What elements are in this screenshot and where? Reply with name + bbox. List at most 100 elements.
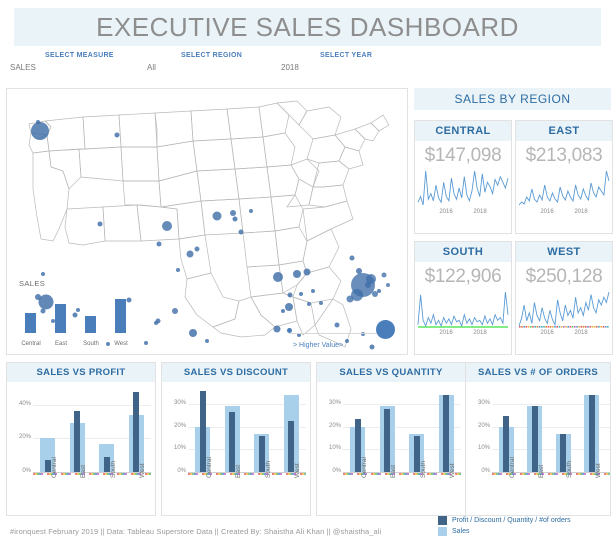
mini-bar-label-south: South (77, 341, 105, 347)
mini-bar-label-central: Central (17, 341, 45, 347)
y-axis-tick: 0% (9, 468, 31, 474)
y-axis-tick: 30% (468, 400, 490, 406)
x-axis-label: Central (361, 457, 368, 478)
page-title: EXECUTIVE SALES DASHBOARD (96, 12, 519, 43)
bar-secondary[interactable] (259, 436, 265, 472)
kpi-year-start-south: 2016 (439, 330, 452, 336)
y-axis-tick: 20% (319, 423, 341, 429)
sales-by-region-title-text: SALES BY REGION (455, 92, 571, 106)
size-legend-large-dot (376, 320, 395, 339)
filter-label-region: SELECT REGION (181, 52, 242, 59)
bar-secondary[interactable] (414, 436, 420, 472)
kpi-year-end-south: 2018 (473, 330, 486, 336)
bar-secondary[interactable] (74, 411, 80, 472)
chart-sales-vs-orders[interactable]: SALES VS # OF ORDERS 0% 10% 20% 30% Central E… (465, 362, 611, 516)
chart-sales-vs-profit[interactable]: SALES VS PROFIT 0% 20% 40% Central East South… (6, 362, 156, 516)
sparkline-east (518, 168, 610, 208)
kpi-year-start-west: 2016 (540, 330, 553, 336)
chart-title-sales-vs-quantity: SALES VS QUANTITY (317, 363, 465, 382)
y-axis-tick: 20% (9, 434, 31, 440)
kpi-value-south: $122,906 (415, 266, 511, 288)
x-axis-label: South (566, 461, 573, 478)
chart-sales-vs-discount[interactable]: SALES VS DISCOUNT 0% 10% 20% 30% Central East… (161, 362, 311, 516)
filter-value-measure[interactable]: SALES (10, 63, 36, 72)
x-axis-label: South (265, 461, 272, 478)
x-axis-label: West (139, 463, 146, 478)
sparkline-south (417, 289, 509, 329)
y-axis-tick: 30% (164, 400, 186, 406)
legend-row-dark: Profit / Discount / Quantity / #of order… (438, 516, 571, 525)
kpi-card-central[interactable]: CENTRAL $147,098 2016 2018 (414, 120, 512, 234)
chart-title-sales-vs-orders: SALES VS # OF ORDERS (466, 363, 610, 382)
filter-value-year[interactable]: 2018 (281, 63, 299, 72)
bar-secondary[interactable] (104, 457, 110, 472)
x-axis-label: East (390, 465, 397, 478)
kpi-year-end-west: 2018 (574, 330, 587, 336)
mini-bar-west (115, 299, 126, 333)
sparkline-west-baseline (519, 326, 609, 328)
y-axis-tick: 30% (319, 400, 341, 406)
dashboard-title-bar: EXECUTIVE SALES DASHBOARD (14, 8, 601, 46)
sales-map-panel[interactable]: SALES Central East South West > Higher V… (6, 88, 408, 355)
map-size-legend: > Higher Value> (283, 316, 401, 350)
legend-label-light: Sales (452, 528, 470, 535)
bar-secondary[interactable] (355, 419, 361, 472)
sparkline-central-svg (417, 168, 509, 208)
y-axis-tick: 20% (164, 423, 186, 429)
size-legend-rule (289, 333, 389, 334)
size-legend-label: > Higher Value> (293, 342, 343, 349)
mini-bar-label-west: West (107, 341, 135, 347)
sparkline-east-svg (518, 168, 610, 208)
kpi-header-east: EAST (516, 121, 612, 141)
x-axis-label: Central (509, 457, 516, 478)
plot-area-sales-vs-discount: 0% 10% 20% 30% Central East South West (162, 382, 310, 515)
kpi-year-start-east: 2016 (540, 209, 553, 215)
y-axis-tick: 0% (319, 468, 341, 474)
plot-area-sales-vs-quantity: 0% 10% 20% 30% Central East South West (317, 382, 465, 515)
y-axis-tick: 0% (164, 468, 186, 474)
sparkline-south-svg (417, 289, 509, 329)
bar-secondary[interactable] (384, 409, 390, 472)
y-axis-tick: 10% (164, 445, 186, 451)
legend-swatch-light (438, 527, 447, 536)
x-axis-label: South (420, 461, 427, 478)
y-axis-tick: 20% (468, 423, 490, 429)
bar-secondary[interactable] (589, 395, 595, 472)
kpi-card-south[interactable]: SOUTH $122,906 2016 2018 (414, 241, 512, 355)
bar-secondary[interactable] (532, 406, 538, 472)
legend-swatch-dark (438, 516, 447, 525)
x-axis-label: West (294, 463, 301, 478)
filter-bar: SELECT MEASURE SALES SELECT REGION All S… (0, 52, 615, 78)
bar-secondary[interactable] (229, 412, 235, 472)
bar-secondary[interactable] (133, 392, 139, 472)
kpi-card-west[interactable]: WEST $250,128 2016 2018 (515, 241, 613, 355)
kpi-value-central: $147,098 (415, 145, 511, 167)
kpi-years-west: 2016 2018 (516, 330, 612, 336)
x-axis-label: West (449, 463, 456, 478)
sparkline-west (518, 289, 610, 329)
filter-label-measure: SELECT MEASURE (45, 52, 114, 59)
legend-row-light: Sales (438, 527, 571, 536)
x-axis-label: East (235, 465, 242, 478)
map-legend-title: SALES (19, 279, 45, 288)
filter-value-region[interactable]: All (147, 63, 156, 72)
bar-secondary[interactable] (443, 395, 449, 472)
x-axis-label: Central (51, 457, 58, 478)
plot-area-sales-vs-profit: 0% 20% 40% Central East South West (7, 382, 155, 515)
legend-label-dark: Profit / Discount / Quantity / #of order… (452, 517, 571, 524)
sparkline-central (417, 168, 509, 208)
chart-sales-vs-quantity[interactable]: SALES VS QUANTITY 0% 10% 20% 30% Central East… (316, 362, 466, 516)
x-axis-label: East (80, 465, 87, 478)
footer-credits: #ironquest February 2019 || Data: Tablea… (10, 527, 381, 536)
kpi-years-central: 2016 2018 (415, 209, 511, 215)
kpi-card-east[interactable]: EAST $213,083 2016 2018 (515, 120, 613, 234)
mini-bar-south (85, 316, 96, 333)
kpi-years-east: 2016 2018 (516, 209, 612, 215)
plot-area-sales-vs-orders: 0% 10% 20% 30% Central East South West (466, 382, 611, 515)
kpi-header-south: SOUTH (415, 242, 511, 262)
kpi-value-west: $250,128 (516, 266, 612, 288)
chart-title-sales-vs-discount: SALES VS DISCOUNT (162, 363, 310, 382)
size-legend-small-dot (287, 328, 292, 333)
bar-secondary[interactable] (45, 460, 51, 472)
bar-secondary[interactable] (200, 391, 206, 472)
